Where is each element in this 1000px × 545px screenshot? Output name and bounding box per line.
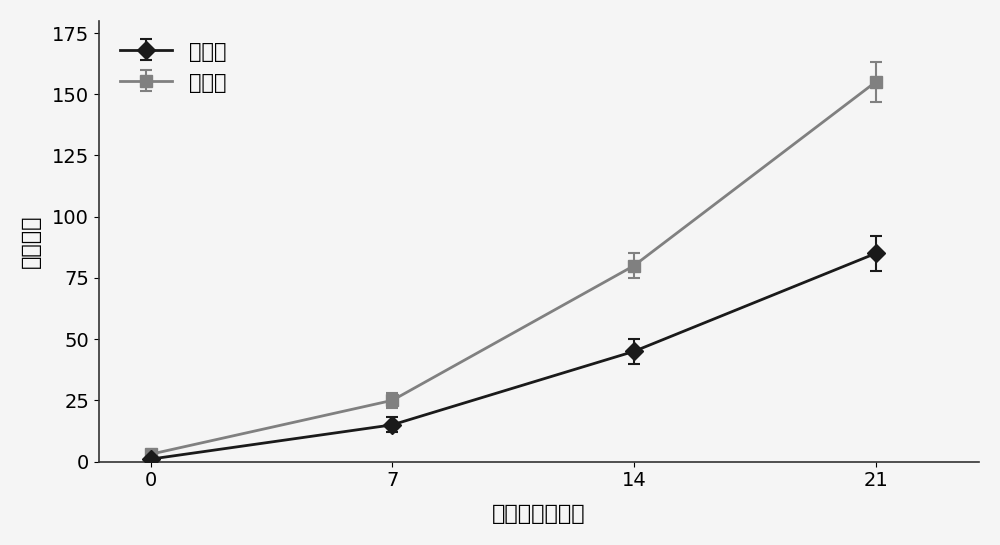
- X-axis label: 培养天数（天）: 培养天数（天）: [492, 504, 586, 524]
- Y-axis label: 扩增倍数: 扩增倍数: [21, 214, 41, 268]
- Legend: 常规组, 实验组: 常规组, 实验组: [109, 31, 236, 104]
